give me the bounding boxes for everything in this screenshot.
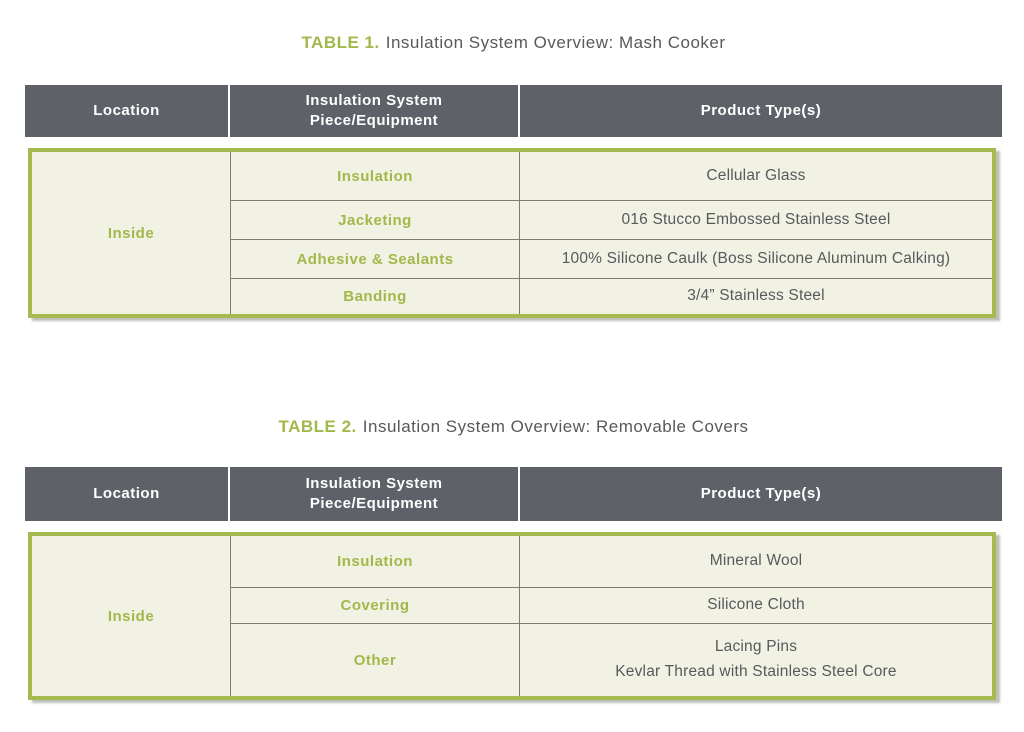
table2-row-product: Silicone Cloth	[520, 587, 992, 623]
table1-header-piece-equipment: Insulation System Piece/Equipment	[230, 85, 520, 137]
table1-body: Inside Insulation Cellular Glass Jacketi…	[28, 148, 996, 318]
table1-row-product: Cellular Glass	[706, 166, 806, 184]
table2-header-product-types: Product Type(s)	[520, 467, 1002, 521]
table2-title: TABLE 2. Insulation System Overview: Remo…	[25, 418, 1002, 436]
table1-row-piece: Insulation	[230, 152, 520, 200]
table2-header-row: Location Insulation System Piece/Equipme…	[25, 467, 1002, 521]
table1-row-product: 016 Stucco Embossed Stainless Steel	[520, 200, 992, 239]
table1-header-location: Location	[25, 85, 230, 137]
table2-title-text: Insulation System Overview: Removable Co…	[362, 417, 749, 436]
table1-header-product-types: Product Type(s)	[520, 85, 1002, 137]
table2-section: TABLE 2. Insulation System Overview: Remo…	[25, 418, 1002, 700]
table2-row-product: Lacing Pins Kevlar Thread with Stainless…	[520, 623, 992, 696]
table1-header-row: Location Insulation System Piece/Equipme…	[25, 85, 1002, 137]
table1-section: TABLE 1. Insulation System Overview: Mash…	[25, 34, 1002, 318]
table1-title: TABLE 1. Insulation System Overview: Mash…	[25, 34, 1002, 52]
table2-header-piece-equipment: Insulation System Piece/Equipment	[230, 467, 520, 521]
table2-row-product: Mineral Wool	[709, 552, 803, 570]
table1-row-product: 100% Silicone Caulk (Boss Silicone Alumi…	[520, 239, 992, 278]
table2-title-label: TABLE 2.	[278, 417, 357, 436]
table1-location-cell: Inside	[107, 224, 155, 242]
table2-body: Inside Insulation Mineral Wool Covering …	[28, 532, 996, 700]
table2-location-cell: Inside	[107, 607, 155, 625]
table1-row-piece: Jacketing	[230, 200, 520, 239]
table2-row-piece: Other	[230, 623, 520, 696]
table1-title-text: Insulation System Overview: Mash Cooker	[385, 33, 726, 52]
table1-row-product: 3/4” Stainless Steel	[520, 278, 992, 314]
table2-row-piece: Covering	[230, 587, 520, 623]
table1-row-piece: Banding	[230, 278, 520, 314]
table2-row-piece: Insulation	[230, 536, 520, 587]
table1-title-label: TABLE 1.	[301, 33, 380, 52]
table2-header-location: Location	[25, 467, 230, 521]
table1-row-piece: Adhesive & Sealants	[230, 239, 520, 278]
